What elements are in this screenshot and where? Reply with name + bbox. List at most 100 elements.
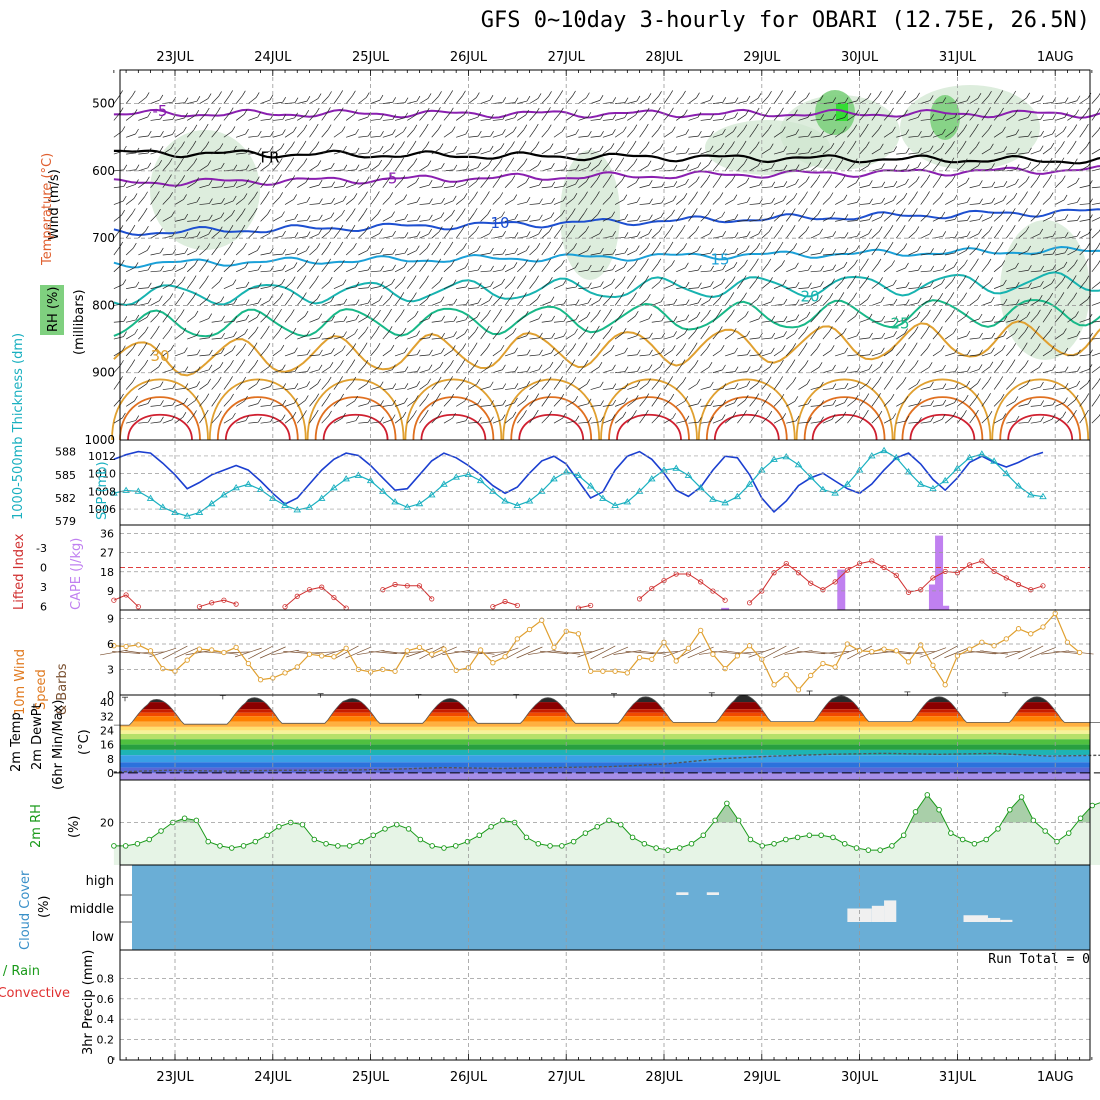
wind-barb [786, 401, 796, 407]
wind-barb [462, 376, 467, 383]
wind-barb [443, 417, 453, 424]
wind-barb [822, 133, 833, 138]
wind-barb [150, 118, 161, 121]
wind-barb [1055, 199, 1065, 205]
wind-barb [309, 298, 318, 306]
wind-barb [590, 386, 601, 390]
wind-barb [663, 303, 674, 306]
wind-barb [282, 264, 286, 271]
wind-barb [150, 252, 161, 256]
slp-marker [721, 498, 729, 506]
wind-barb [218, 91, 222, 97]
wind-barb [260, 196, 267, 205]
wind-speed-marker [453, 667, 459, 673]
wind-barb [575, 178, 579, 185]
wind-barb-10m [808, 650, 837, 655]
wind-barb [957, 280, 964, 289]
wind-barb [969, 185, 980, 189]
wind-barb [1091, 263, 1099, 273]
wind-barb [730, 292, 735, 298]
wind-barb [522, 140, 527, 147]
wind-barb [245, 179, 249, 185]
wind-speed-marker [160, 666, 166, 672]
wind-barb [627, 236, 638, 239]
wind-barb [297, 182, 306, 189]
wind-barb [517, 145, 524, 155]
wind-barb [389, 293, 394, 299]
wind-speed-marker [1064, 639, 1071, 645]
rh-marker [582, 830, 589, 836]
wind-barb [969, 398, 977, 407]
wind-barb [394, 252, 405, 256]
wind-barb [847, 163, 855, 172]
wind-barb [168, 326, 173, 332]
wind-barb [756, 242, 761, 249]
wind-barb [651, 415, 660, 424]
wind-barb [523, 124, 528, 130]
wind-barb [551, 197, 555, 204]
wind-barb [230, 393, 234, 400]
wind-barb [636, 245, 640, 251]
wind-barb [431, 186, 442, 189]
wind-barb [676, 114, 685, 121]
wind-barb [566, 267, 576, 273]
wind-barb [639, 398, 647, 407]
wind-barb [138, 403, 149, 407]
rh-marker [1089, 802, 1096, 809]
wind-barb [712, 331, 720, 340]
wind-barb [187, 315, 196, 323]
wind-barb [1075, 245, 1080, 251]
wind-barb [639, 318, 650, 323]
wind-barb [722, 364, 726, 371]
wind-barb [455, 198, 465, 205]
wind-barb [364, 326, 369, 332]
wind-barb-10m [430, 646, 457, 659]
wind-barb [954, 347, 959, 354]
wind-barb [808, 417, 812, 423]
wind-barb [343, 331, 347, 337]
wind-barb [1079, 128, 1086, 138]
wind-barb [309, 318, 319, 323]
wind-barb [382, 148, 392, 155]
wind-barb [584, 360, 589, 366]
wind-barb [1006, 183, 1016, 189]
wind-barb [614, 146, 622, 155]
wind-barb [537, 378, 541, 384]
wind-barb [256, 312, 261, 318]
lifted-index-marker [123, 592, 129, 598]
wind-barb [710, 381, 714, 388]
wind-barb [806, 311, 811, 318]
wind-barb [834, 131, 844, 138]
wind-barb [682, 376, 687, 383]
wind-barb [339, 241, 344, 248]
wind-barb [905, 129, 910, 135]
wind-barb [795, 299, 800, 305]
wind-barb [710, 416, 714, 422]
wind-barb [391, 414, 396, 420]
wind-barb [639, 184, 650, 189]
wind-barb-10m [406, 647, 433, 658]
wind-barb [1042, 133, 1053, 138]
wind-barb [431, 397, 438, 407]
wind-barb [810, 179, 818, 188]
wind-barb [565, 95, 573, 104]
wind-barb [1064, 347, 1069, 354]
wind-barb [400, 309, 405, 315]
wind-barb [688, 213, 695, 222]
wind-barb [859, 233, 869, 239]
wind-barb [284, 314, 292, 323]
wind-barb [504, 332, 514, 340]
wind-barb [773, 303, 784, 306]
wind-barb [502, 264, 506, 270]
precip-total-label: Total / Rain [0, 964, 40, 979]
wind-barb [1064, 366, 1069, 372]
wind-barb [541, 320, 552, 323]
wind-barb [232, 279, 237, 285]
wind-barb [938, 174, 943, 180]
wind-barb [988, 226, 993, 232]
wind-barb [990, 143, 994, 150]
wind-barb [537, 160, 542, 166]
wind-barb [1030, 367, 1040, 374]
wind-barb [779, 90, 784, 96]
wind-barb [889, 224, 894, 231]
